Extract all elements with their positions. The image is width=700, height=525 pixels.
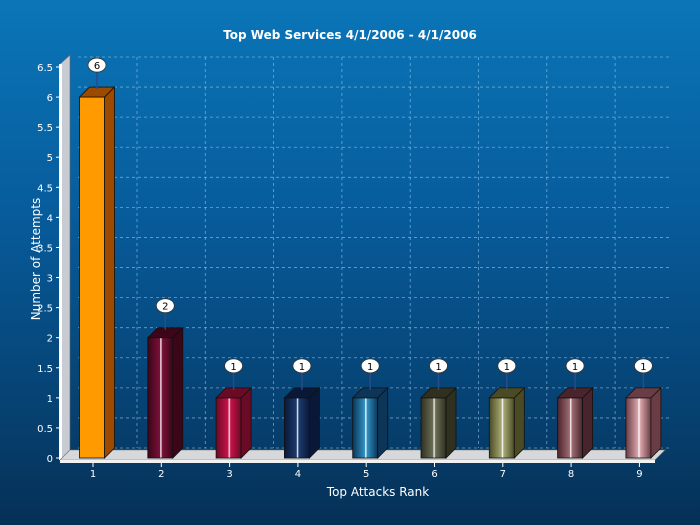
x-tick-label: 5 [363, 469, 369, 480]
data-label-bubble [360, 358, 380, 374]
data-label-4: 1 [292, 358, 312, 390]
data-label-6: 1 [429, 358, 448, 390]
data-label-5: 1 [360, 358, 380, 390]
bar-front [283, 397, 310, 459]
bar-top [215, 387, 253, 399]
bar-front [79, 96, 105, 459]
x-axis-line [60, 460, 655, 463]
data-label-text: 2 [162, 302, 168, 313]
y-tick-label: 3 [47, 274, 53, 285]
bar-9 [624, 386, 662, 459]
data-label-7: 1 [497, 358, 517, 390]
bar-6 [420, 386, 457, 459]
bar-4 [283, 386, 321, 459]
bars [78, 86, 662, 459]
y-tick-label: 5 [47, 153, 53, 164]
y-tick-label: 2 [47, 334, 53, 345]
bar-front [215, 397, 242, 459]
data-label-2: 2 [155, 298, 175, 330]
y-tick-label: 0 [47, 454, 53, 465]
data-label-text: 1 [435, 362, 441, 373]
y-tick-label: 4.5 [37, 183, 53, 194]
x-tick-label: 1 [90, 469, 96, 480]
data-label-1: 6 [87, 57, 107, 90]
data-label-text: 1 [504, 362, 510, 373]
data-labels: 6 2 1 1 1 1 1 1 1 [87, 57, 653, 390]
bar-side [172, 326, 184, 459]
bar-top [351, 387, 389, 399]
y-axis-label: Number of Attempts [29, 198, 43, 320]
data-label-bubble [155, 298, 175, 314]
x-tick-label: 9 [636, 469, 642, 480]
y-tick-label: 0.5 [37, 424, 53, 435]
bar-side [308, 386, 320, 459]
bar-top [78, 86, 116, 98]
bar-front [488, 397, 515, 459]
bar-side [377, 386, 389, 459]
y-tick-label: 2.5 [37, 304, 53, 315]
data-label-text: 1 [367, 362, 373, 373]
bar-top [556, 387, 594, 399]
bar-top [624, 387, 662, 399]
x-tick-label: 7 [500, 469, 506, 480]
data-label-bubble [497, 358, 517, 374]
bar-side [513, 386, 525, 459]
y-tick-label: 6 [47, 93, 53, 104]
y-tick-label: 6.5 [37, 63, 53, 74]
bar-front [420, 397, 447, 459]
bar-3 [215, 386, 253, 459]
x-tick-label: 2 [158, 469, 164, 480]
y-axis-line [59, 64, 62, 460]
data-label-text: 1 [230, 362, 236, 373]
data-label-text: 6 [94, 61, 100, 72]
bar-top [488, 387, 526, 399]
y-tick-label: 3.5 [37, 243, 53, 254]
bar-front [625, 397, 652, 459]
data-label-bubble [224, 358, 244, 374]
data-label-text: 1 [640, 362, 646, 373]
data-label-bubble [87, 57, 107, 73]
chart-title: Top Web Services 4/1/2006 - 4/1/2006 [223, 28, 477, 42]
y-tick-label: 4 [47, 213, 53, 224]
data-label-bubble [292, 358, 312, 374]
bar-8 [556, 386, 594, 459]
data-label-3: 1 [224, 358, 244, 390]
bar-5 [351, 386, 389, 459]
bar-side [582, 386, 593, 459]
y-tick-label: 5.5 [37, 123, 53, 134]
gridlines [78, 56, 669, 449]
bar-front [352, 397, 379, 459]
bar-side [240, 386, 252, 459]
y-tick-label: 1.5 [37, 364, 53, 375]
data-label-bubble [634, 358, 653, 374]
x-tick-label: 8 [568, 469, 574, 480]
data-label-8: 1 [565, 358, 585, 390]
bar-side [650, 386, 662, 459]
bar-top [420, 387, 457, 399]
data-label-text: 1 [572, 362, 578, 373]
data-label-text: 1 [299, 362, 305, 373]
bar-1 [78, 86, 116, 459]
bar-2 [146, 326, 184, 459]
bar-side [104, 86, 115, 459]
x-tick-label: 3 [226, 469, 232, 480]
bar-side [445, 386, 457, 459]
bar-front [147, 337, 174, 459]
data-label-bubble [429, 358, 448, 374]
x-tick-label: 4 [295, 469, 301, 480]
data-label-9: 1 [634, 358, 653, 390]
x-tick-label: 6 [431, 469, 437, 480]
y-tick-label: 1 [47, 394, 53, 405]
data-label-bubble [565, 358, 585, 374]
bar-top [283, 387, 321, 399]
y-tick-labels: 0 0.5 1 1.5 2 2.5 3 3.5 4 4.5 5 5.5 6 6.5 [37, 63, 53, 465]
bar-top [146, 327, 184, 339]
bar-7 [488, 386, 526, 459]
x-axis-label: Top Attacks Rank [326, 485, 429, 499]
x-tick-labels: 1 2 3 4 5 6 7 8 9 [90, 469, 643, 480]
bar-front [557, 397, 583, 459]
